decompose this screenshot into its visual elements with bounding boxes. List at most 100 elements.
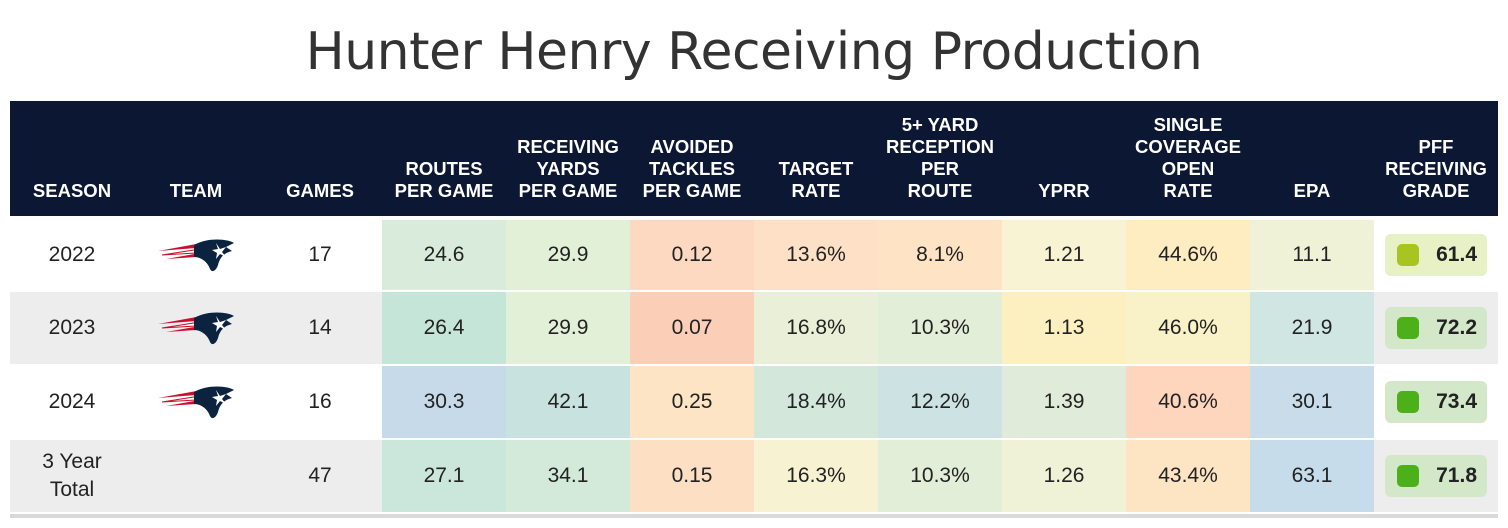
column-header-3: ROUTES PER GAME [382, 158, 506, 216]
grade-badge: 71.8 [1385, 455, 1487, 497]
grade-cell: 72.2 [1374, 292, 1498, 364]
metric-cell: 16.8% [754, 292, 878, 364]
metric-cell: 0.12 [630, 220, 754, 290]
games-cell: 47 [308, 464, 332, 487]
grade-color-dot [1397, 244, 1419, 266]
metric-cell: 0.25 [630, 366, 754, 438]
column-header-9: SINGLE COVERAGE OPEN RATE [1126, 114, 1250, 216]
metric-cell: 1.26 [1002, 440, 1126, 512]
metric-cell: 1.39 [1002, 366, 1126, 438]
table-row: 2022 17 24.6 29.9 0.12 13.6% 8.1% 1.21 44.6% 11.1… [10, 220, 1498, 290]
metric-cell: 42.1 [506, 366, 630, 438]
metric-cell: 44.6% [1126, 220, 1250, 290]
metric-cell: 21.9 [1250, 292, 1374, 364]
patriots-logo-icon [156, 235, 236, 275]
stats-table: SEASON TEAM GAMES ROUTES PER GAME RECEIVING YA… [10, 101, 1498, 518]
season-line: 3 Year [42, 450, 102, 473]
grade-badge: 61.4 [1385, 234, 1487, 276]
column-header-line: GAMES [286, 180, 354, 201]
metric-cell: 24.6 [382, 220, 506, 290]
column-header-4: RECEIVING YARDS PER GAME [506, 136, 630, 216]
team-cell [134, 292, 258, 364]
column-header-line: YPRR [1038, 180, 1090, 201]
grade-value: 71.8 [1436, 464, 1477, 487]
column-header-line: RECEIVING [517, 136, 619, 157]
column-header-line: PER GAME [518, 180, 618, 201]
metric-cell: 27.1 [382, 440, 506, 512]
column-header-line: YARDS [536, 158, 600, 179]
metric-cell: 30.1 [1250, 366, 1374, 438]
metric-cell: 29.9 [506, 292, 630, 364]
column-header-line: RATE [1163, 180, 1213, 201]
column-header-line: TACKLES [649, 158, 735, 179]
column-header-0: SEASON [10, 180, 134, 216]
column-header-line: TARGET [778, 158, 854, 179]
table-bottom-border [10, 514, 1498, 518]
team-cell [134, 220, 258, 290]
patriots-logo-icon [156, 308, 236, 348]
column-header-line: PER GAME [394, 180, 494, 201]
column-header-line: SEASON [32, 180, 112, 201]
column-header-line: PER [920, 158, 960, 179]
metric-cell: 12.2% [878, 366, 1002, 438]
grade-badge: 73.4 [1385, 381, 1487, 423]
grade-value: 61.4 [1436, 243, 1477, 266]
season-line: Total [49, 478, 95, 501]
metric-cell: 0.07 [630, 292, 754, 364]
metric-cell: 10.3% [878, 292, 1002, 364]
grade-color-dot [1397, 391, 1419, 413]
metric-cell: 1.21 [1002, 220, 1126, 290]
column-header-line: PER GAME [642, 180, 742, 201]
season-cell: 2023 [48, 316, 96, 339]
grade-cell: 73.4 [1374, 366, 1498, 438]
metric-cell: 10.3% [878, 440, 1002, 512]
column-header-line: RECEPTION [886, 136, 994, 157]
grade-color-dot [1397, 317, 1419, 339]
chart-title: Hunter Henry Receiving Production [305, 22, 1203, 82]
metric-cell: 63.1 [1250, 440, 1374, 512]
metric-cell: 0.15 [630, 440, 754, 512]
column-header-line: RECEIVING [1385, 158, 1487, 179]
metric-cell: 18.4% [754, 366, 878, 438]
column-header-line: SINGLE [1153, 114, 1223, 135]
column-header-1: TEAM [134, 180, 258, 216]
season-cell: 3 Year Total [10, 440, 134, 512]
column-header-line: OPEN [1161, 158, 1215, 179]
grade-badge: 72.2 [1385, 307, 1487, 349]
table-header: SEASON TEAM GAMES ROUTES PER GAME RECEIVING YA… [10, 101, 1498, 216]
grade-cell: 61.4 [1374, 220, 1498, 290]
metric-cell: 46.0% [1126, 292, 1250, 364]
table-body: 2022 17 24.6 29.9 0.12 13.6% 8.1% 1.21 44.6% 11.1… [10, 220, 1498, 512]
metric-cell: 34.1 [506, 440, 630, 512]
column-header-7: 5+ YARD RECEPTION PER ROUTE [878, 114, 1002, 216]
column-header-8: YPRR [1002, 180, 1126, 216]
games-cell: 17 [308, 243, 332, 266]
metric-cell: 1.13 [1002, 292, 1126, 364]
table-row: 2024 16 30.3 42.1 0.25 18.4% 12.2% 1.39 40.6% 30.… [10, 366, 1498, 438]
column-header-2: GAMES [258, 180, 382, 216]
team-cell [134, 440, 258, 512]
column-header-5: AVOIDED TACKLES PER GAME [630, 136, 754, 216]
column-header-6: TARGET RATE [754, 158, 878, 216]
season-cell: 2022 [48, 243, 96, 266]
metric-cell: 8.1% [878, 220, 1002, 290]
table-row: 3 Year Total 47 27.1 34.1 0.15 16.3% 10.3% 1.26 4… [10, 440, 1498, 512]
grade-value: 73.4 [1436, 390, 1477, 413]
metric-cell: 11.1 [1250, 220, 1374, 290]
grade-color-dot [1397, 465, 1419, 487]
column-header-line: RATE [791, 180, 841, 201]
metric-cell: 43.4% [1126, 440, 1250, 512]
column-header-line: AVOIDED [650, 136, 734, 157]
season-cell: 2024 [48, 390, 96, 413]
column-header-line: GRADE [1402, 180, 1470, 201]
table-row: 2023 14 26.4 29.9 0.07 16.8% 10.3% 1.13 46.0% 21.… [10, 292, 1498, 364]
metric-cell: 30.3 [382, 366, 506, 438]
patriots-logo-icon [156, 382, 236, 422]
grade-value: 72.2 [1436, 316, 1477, 339]
column-header-11: PFF RECEIVING GRADE [1374, 136, 1498, 216]
games-cell: 14 [308, 316, 332, 339]
column-header-line: PFF [1418, 136, 1454, 157]
column-header-line: 5+ YARD [901, 114, 979, 135]
grade-cell: 71.8 [1374, 440, 1498, 512]
column-header-line: ROUTE [907, 180, 973, 201]
